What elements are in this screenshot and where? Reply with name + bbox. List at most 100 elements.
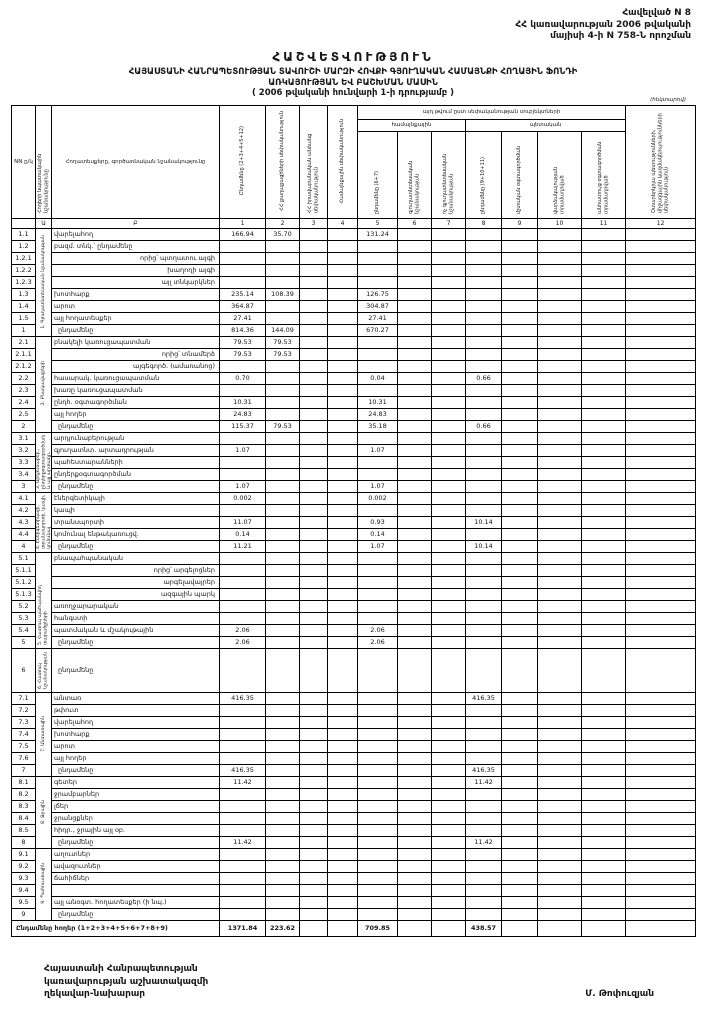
value-cell-2 bbox=[265, 775, 300, 789]
value-cell-5: 0.93 bbox=[357, 515, 398, 529]
table-row: 8.2 ջրամբարներ bbox=[11, 787, 697, 801]
value-cell-9 bbox=[501, 623, 538, 637]
value-cell-6 bbox=[397, 919, 432, 937]
column-number: 7 bbox=[431, 217, 466, 229]
value-cell-3 bbox=[299, 311, 328, 325]
value-cell-1 bbox=[219, 587, 266, 601]
value-cell-11 bbox=[580, 739, 627, 753]
table-row: 1.3 խոտհարք 235.14 108.39 126.75 bbox=[11, 287, 697, 301]
value-cell-5 bbox=[357, 883, 398, 897]
value-cell-1: 11.21 bbox=[219, 539, 266, 553]
value-cell-3 bbox=[299, 587, 328, 601]
value-cell-4 bbox=[327, 311, 358, 325]
footer: Հայաստանի Հանրապետության կառավարության ա… bbox=[44, 963, 654, 1001]
row-number: 5.1.1 bbox=[11, 563, 36, 577]
value-cell-12 bbox=[625, 515, 697, 529]
row-label: այլ հողեր bbox=[51, 751, 220, 765]
table-row: 5.4 պատմական և մշակութային 2.06 2.06 bbox=[11, 623, 697, 637]
row-number: 3 bbox=[11, 479, 36, 493]
group-state: պետական bbox=[464, 118, 627, 132]
value-cell-10 bbox=[537, 299, 582, 313]
row-label: բնապահպանական bbox=[51, 551, 220, 565]
value-cell-12 bbox=[625, 431, 697, 445]
value-cell-9 bbox=[501, 763, 538, 777]
value-cell-5 bbox=[357, 715, 398, 729]
value-cell-6 bbox=[397, 479, 432, 493]
row-number: 4.3 bbox=[11, 515, 36, 529]
row-label: այգեգործ. (ամառանոց) bbox=[51, 359, 220, 373]
value-cell-9 bbox=[501, 691, 538, 705]
value-cell-10 bbox=[537, 823, 582, 837]
value-cell-5: 24.83 bbox=[357, 407, 398, 421]
value-cell-11 bbox=[580, 835, 627, 849]
table-row: 5.1.2 արգելավայրեր bbox=[11, 575, 697, 589]
value-cell-7 bbox=[431, 323, 466, 337]
value-cell-1: 166.94 bbox=[219, 227, 266, 241]
value-cell-5: 2.06 bbox=[357, 635, 398, 649]
value-cell-12 bbox=[625, 599, 697, 613]
value-cell-8 bbox=[465, 479, 502, 493]
value-cell-9 bbox=[501, 359, 538, 373]
value-cell-11 bbox=[580, 575, 627, 589]
value-cell-12 bbox=[625, 775, 697, 789]
table-row: 7.5 արոտ bbox=[11, 739, 697, 753]
row-label: ավազուտներ bbox=[51, 859, 220, 873]
value-cell-9 bbox=[501, 455, 538, 469]
row-number: 8.2 bbox=[11, 787, 36, 801]
value-cell-2 bbox=[265, 635, 300, 649]
value-cell-1 bbox=[219, 871, 266, 885]
value-cell-5 bbox=[357, 599, 398, 613]
value-cell-5 bbox=[357, 275, 398, 289]
value-cell-3 bbox=[299, 515, 328, 529]
value-cell-12 bbox=[625, 715, 697, 729]
appendix-line-3: մայիսի 4-ի N 758-Ն որոշման bbox=[550, 31, 691, 42]
col-header-landtype: Հողատեսքերը, գործառնական նշանակությունը bbox=[51, 104, 220, 219]
value-cell-4 bbox=[327, 907, 358, 921]
value-cell-2 bbox=[265, 371, 300, 385]
value-cell-1: 79.53 bbox=[219, 335, 266, 349]
value-cell-11 bbox=[580, 431, 627, 445]
col-header-10: վարձակալության տրամադրված bbox=[537, 130, 582, 219]
value-cell-9 bbox=[501, 563, 538, 577]
row-label: ընդամենը bbox=[51, 539, 220, 553]
value-cell-10 bbox=[537, 895, 582, 909]
row-label: ընդամենը bbox=[51, 907, 220, 921]
value-cell-6 bbox=[397, 691, 432, 705]
row-number: 6 bbox=[11, 647, 36, 693]
column-number: Բ bbox=[51, 217, 220, 229]
value-cell-3 bbox=[299, 275, 328, 289]
value-cell-1: 364.87 bbox=[219, 299, 266, 313]
value-cell-5 bbox=[357, 503, 398, 517]
value-cell-2 bbox=[265, 311, 300, 325]
value-cell-1 bbox=[219, 575, 266, 589]
value-cell-8 bbox=[465, 623, 502, 637]
row-label: այլ տնկարկներ bbox=[51, 275, 220, 289]
value-cell-3 bbox=[299, 239, 328, 253]
value-cell-1: 2.06 bbox=[219, 635, 266, 649]
value-cell-8: 11.42 bbox=[465, 835, 502, 849]
value-cell-8 bbox=[465, 263, 502, 277]
value-cell-6 bbox=[397, 347, 432, 361]
value-cell-3 bbox=[299, 419, 328, 433]
value-cell-9 bbox=[501, 919, 538, 937]
value-cell-6 bbox=[397, 395, 432, 409]
table-row: 5.1 5. Հատուկ պահպանվող տարածքների բնապահպ… bbox=[11, 551, 697, 649]
value-cell-12 bbox=[625, 323, 697, 337]
row-number: 7 bbox=[11, 763, 36, 777]
value-cell-4 bbox=[327, 431, 358, 445]
value-cell-10 bbox=[537, 647, 582, 693]
value-cell-8: 10.14 bbox=[465, 539, 502, 553]
value-cell-3 bbox=[299, 287, 328, 301]
value-cell-5: 131.24 bbox=[357, 227, 398, 241]
value-cell-1 bbox=[219, 383, 266, 397]
value-cell-8 bbox=[465, 799, 502, 813]
value-cell-7 bbox=[431, 479, 466, 493]
value-cell-9 bbox=[501, 491, 538, 505]
value-cell-8 bbox=[465, 503, 502, 517]
value-cell-4 bbox=[327, 703, 358, 717]
section-total-row: 3 ընդամենը 1.07 1.07 bbox=[11, 479, 697, 493]
row-label: ընդամենը bbox=[51, 419, 220, 433]
value-cell-8 bbox=[465, 739, 502, 753]
value-cell-4 bbox=[327, 443, 358, 457]
table-row: 3.1 3. Արդյունաբեր., ընդերքօգտագործման և … bbox=[11, 431, 697, 493]
